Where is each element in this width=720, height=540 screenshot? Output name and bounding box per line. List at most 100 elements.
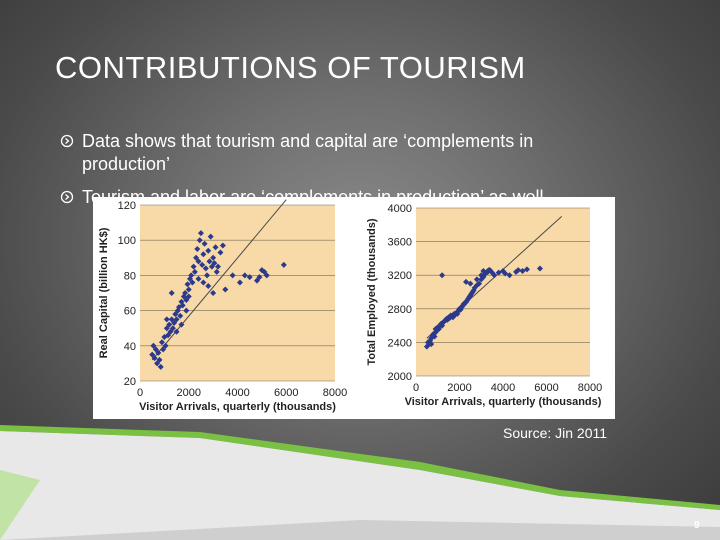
data-point	[157, 363, 164, 370]
data-point	[200, 251, 207, 258]
data-point	[454, 310, 461, 317]
y-tick-label: 100	[118, 235, 136, 247]
y-axis-label: Total Employed (thousands)	[366, 218, 378, 365]
circle-arrow-icon	[60, 134, 74, 148]
data-point	[191, 268, 198, 275]
plot-area	[416, 208, 590, 376]
data-point	[219, 242, 226, 249]
data-point	[536, 265, 543, 272]
data-point	[165, 332, 172, 339]
data-point	[199, 261, 206, 268]
data-point	[491, 272, 498, 279]
data-point	[200, 279, 207, 286]
y-tick-label: 120	[118, 200, 136, 212]
data-point	[473, 276, 480, 283]
x-tick-label: 4000	[491, 382, 515, 394]
data-point	[173, 316, 180, 323]
y-tick-label: 40	[124, 341, 136, 353]
data-point	[482, 270, 489, 277]
data-point	[261, 268, 268, 275]
data-point	[478, 276, 485, 283]
data-point	[256, 274, 263, 281]
circle-arrow-icon	[60, 190, 74, 204]
data-point	[184, 281, 191, 288]
data-point	[471, 284, 478, 291]
data-point	[210, 290, 217, 296]
y-tick-label: 20	[124, 376, 136, 388]
x-axis-label: Visitor Arrivals, quarterly (thousands)	[139, 401, 336, 413]
data-point	[151, 355, 158, 362]
y-tick-label: 2000	[388, 371, 412, 383]
data-point	[197, 230, 204, 237]
data-point	[229, 272, 236, 279]
y-tick-label: 60	[124, 306, 136, 318]
data-point	[158, 339, 165, 346]
data-point	[495, 269, 502, 276]
data-point	[182, 290, 189, 296]
data-point	[202, 265, 209, 272]
data-point	[211, 260, 218, 267]
y-tick-label: 2400	[388, 337, 412, 349]
x-tick-label: 0	[413, 382, 419, 394]
data-point	[222, 286, 229, 293]
data-point	[460, 300, 467, 307]
data-point	[172, 311, 179, 318]
data-point	[215, 263, 221, 270]
y-tick-label: 4000	[388, 203, 412, 215]
data-point	[195, 275, 202, 282]
data-point	[212, 244, 219, 251]
source-citation: Source: Jin 2011	[503, 425, 608, 441]
page-number: 9	[694, 520, 700, 531]
x-tick-label: 4000	[225, 387, 249, 399]
data-point	[478, 272, 485, 279]
x-tick-label: 8000	[323, 387, 347, 399]
data-point	[169, 325, 176, 332]
data-point	[185, 293, 192, 300]
data-point	[519, 268, 526, 274]
data-point	[190, 263, 197, 270]
slide-title: CONTRIBUTIONS OF TOURISM	[55, 50, 526, 85]
data-point	[217, 249, 224, 256]
data-point	[428, 341, 435, 348]
data-point	[177, 312, 184, 319]
data-point	[280, 261, 287, 268]
data-point	[178, 321, 185, 328]
data-point	[204, 272, 211, 279]
data-point	[166, 321, 173, 328]
data-point	[206, 258, 213, 265]
data-point	[502, 270, 509, 277]
x-tick-label: 2000	[447, 382, 471, 394]
data-point	[162, 342, 169, 349]
data-point	[476, 280, 483, 287]
data-point	[236, 279, 243, 286]
x-tick-label: 0	[137, 387, 143, 399]
data-point	[485, 267, 492, 274]
data-point	[463, 278, 470, 285]
data-point	[439, 272, 446, 279]
x-tick-label: 2000	[177, 387, 201, 399]
data-point	[179, 302, 186, 309]
data-point	[205, 282, 212, 289]
data-point	[173, 328, 180, 335]
data-point	[207, 233, 214, 240]
data-point	[431, 333, 438, 340]
data-point	[194, 246, 201, 252]
data-point	[155, 349, 162, 356]
data-point	[246, 274, 253, 281]
x-tick-label: 8000	[578, 382, 602, 394]
y-axis-label: Real Capital (billion HK$)	[98, 227, 110, 358]
trend-line	[151, 199, 287, 361]
data-point	[523, 266, 530, 273]
chart-panel: 20 40 60 80 100 120 0 2000 4000 6000 8000 Visitor A…	[93, 197, 615, 419]
data-point	[432, 325, 439, 332]
y-tick-label: 3600	[388, 237, 412, 249]
data-point	[205, 247, 212, 254]
data-point	[156, 356, 163, 363]
data-point	[188, 272, 195, 279]
data-point	[213, 268, 220, 275]
x-tick-label: 6000	[274, 387, 298, 399]
data-point	[515, 267, 522, 274]
data-point	[506, 272, 513, 279]
data-point	[467, 280, 474, 287]
